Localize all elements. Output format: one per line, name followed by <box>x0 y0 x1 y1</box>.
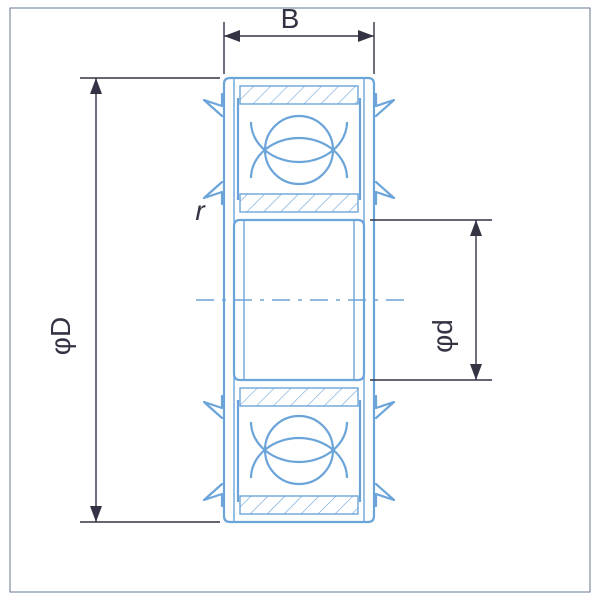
bearing-diagram: BφD φd r <box>0 0 600 600</box>
dim-label-phiD: φD <box>45 317 76 355</box>
dim-label-B: B <box>281 3 300 34</box>
dim-label-phid: φd <box>427 319 458 353</box>
dim-label-r: r <box>195 195 206 226</box>
